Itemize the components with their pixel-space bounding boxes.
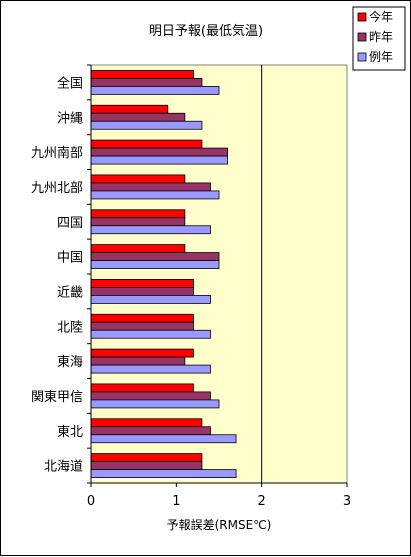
category-label: 中国: [57, 251, 83, 266]
x-tick-label: 2: [258, 494, 266, 509]
bar-3-5: [90, 225, 211, 235]
plot-background: [90, 64, 348, 484]
bar-2-6: [90, 252, 220, 261]
bar-2-1: [90, 78, 203, 87]
category-label: 九州南部: [31, 145, 83, 161]
chart-title: 明日予報(最低気温): [149, 23, 263, 39]
bar-3-3: [90, 155, 228, 165]
bar-2-4: [90, 182, 211, 192]
category-label: 沖縄: [57, 111, 83, 126]
bar-1-10: [90, 383, 194, 393]
bar-2-12: [90, 461, 203, 470]
bar-3-8: [90, 329, 211, 339]
bar-1-8: [90, 313, 194, 323]
category-label: 東海: [57, 354, 83, 370]
bar-3-1: [90, 86, 220, 95]
bar-1-6: [90, 244, 186, 253]
category-label: 北陸: [57, 319, 83, 335]
category-label: 関東甲信: [31, 389, 83, 405]
category-label: 近畿: [57, 285, 83, 300]
bar-1-1: [90, 70, 194, 79]
bar-3-10: [90, 399, 220, 409]
bar-2-10: [90, 391, 211, 401]
legend-swatch-1: [357, 12, 367, 22]
bar-2-2: [90, 112, 186, 122]
bar-2-11: [90, 426, 211, 436]
bar-1-2: [90, 104, 169, 114]
bar-2-5: [90, 217, 186, 227]
bar-3-6: [90, 260, 220, 269]
legend-label-1: 今年: [369, 9, 393, 24]
category-label: 四国: [57, 216, 83, 231]
category-label: 九州北部: [31, 181, 83, 196]
bar-1-4: [90, 174, 186, 184]
bar-2-3: [90, 147, 228, 157]
bar-1-9: [90, 348, 194, 358]
x-axis-label: 予報誤差(RMSE℃): [167, 517, 272, 532]
category-label: 北海道: [44, 460, 83, 475]
category-label: 全国: [57, 75, 83, 91]
category-label: 東北: [57, 424, 83, 440]
bar-1-12: [90, 453, 203, 462]
bar-2-8: [90, 321, 194, 331]
bar-3-9: [90, 364, 211, 374]
bar-3-4: [90, 190, 220, 200]
bar-3-12: [90, 469, 237, 478]
bar-2-7: [90, 287, 194, 296]
x-tick-label: 0: [87, 494, 95, 509]
bar-2-9: [90, 356, 186, 366]
bar-1-11: [90, 418, 203, 428]
legend-swatch-2: [357, 32, 367, 42]
bar-1-3: [90, 139, 203, 149]
bar-1-7: [90, 279, 194, 288]
bar-3-11: [90, 434, 237, 444]
legend-label-2: 昨年: [369, 30, 393, 44]
legend-swatch-3: [357, 52, 367, 62]
bar-3-2: [90, 120, 203, 130]
legend-label-3: 例年: [369, 50, 393, 64]
bar-3-7: [90, 295, 211, 304]
x-tick-label: 3: [343, 494, 351, 509]
x-tick-label: 1: [172, 494, 180, 509]
bar-1-5: [90, 209, 186, 219]
